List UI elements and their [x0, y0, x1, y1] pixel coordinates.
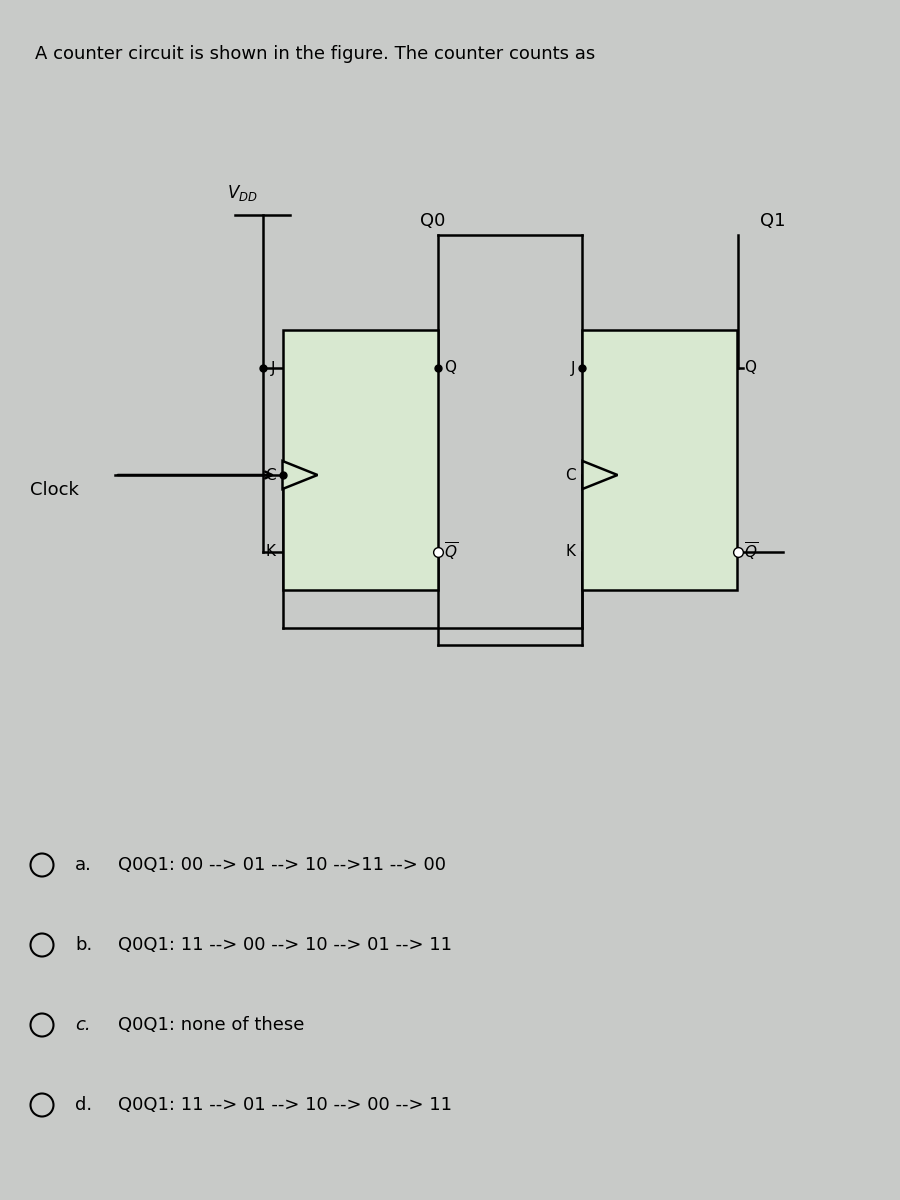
- Text: Q0Q1: 00 --> 01 --> 10 -->11 --> 00: Q0Q1: 00 --> 01 --> 10 -->11 --> 00: [118, 856, 446, 874]
- Polygon shape: [582, 461, 617, 490]
- Text: Q1: Q1: [760, 212, 785, 230]
- Bar: [283, 330, 437, 590]
- Text: c.: c.: [75, 1016, 91, 1034]
- Bar: [582, 330, 737, 590]
- Text: $\overline{Q}$: $\overline{Q}$: [744, 541, 759, 563]
- Text: K: K: [266, 545, 275, 559]
- Text: Q0: Q0: [419, 212, 446, 230]
- Text: d.: d.: [75, 1096, 92, 1114]
- Text: $V_{DD}$: $V_{DD}$: [227, 184, 257, 203]
- Text: K: K: [565, 545, 575, 559]
- Text: a.: a.: [75, 856, 92, 874]
- Polygon shape: [283, 461, 318, 490]
- Text: $\overline{Q}$: $\overline{Q}$: [445, 541, 458, 563]
- Text: J: J: [271, 360, 275, 376]
- Text: Q0Q1: none of these: Q0Q1: none of these: [118, 1016, 304, 1034]
- Text: J: J: [571, 360, 575, 376]
- Text: Q: Q: [744, 360, 757, 376]
- Text: C: C: [565, 468, 575, 482]
- Text: C: C: [265, 468, 275, 482]
- Text: Q0Q1: 11 --> 00 --> 10 --> 01 --> 11: Q0Q1: 11 --> 00 --> 10 --> 01 --> 11: [118, 936, 452, 954]
- Text: Q0Q1: 11 --> 01 --> 10 --> 00 --> 11: Q0Q1: 11 --> 01 --> 10 --> 00 --> 11: [118, 1096, 452, 1114]
- Text: Clock: Clock: [30, 481, 79, 499]
- Text: A counter circuit is shown in the figure. The counter counts as: A counter circuit is shown in the figure…: [35, 44, 595, 62]
- Text: b.: b.: [75, 936, 92, 954]
- Text: Q: Q: [445, 360, 456, 376]
